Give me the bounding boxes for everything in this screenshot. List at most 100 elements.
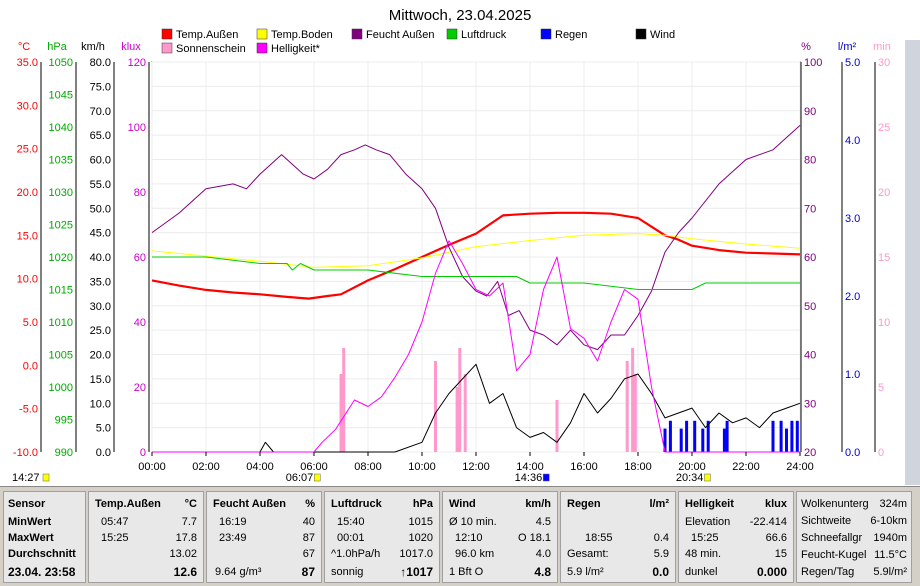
feucht-unit: % [305, 498, 315, 510]
axis-kmh-tick: 20.0 [90, 350, 111, 362]
time-mark-label: 20:34 [676, 472, 704, 484]
axis-celsius-tick: 10.0 [17, 274, 38, 286]
axis-kmh-tick: 75.0 [90, 81, 111, 93]
legend-label: Temp.Außen [176, 29, 238, 41]
col-regen: Regen l/m² 18:55 0.4 Gesamt: 5.9 5.9 l/m… [560, 491, 676, 583]
axis-min-tick: 10 [878, 317, 890, 329]
rain-bar [679, 428, 683, 452]
x-tick-label: 06:00 [300, 461, 328, 473]
temp-ground-line [151, 233, 801, 268]
axis-hpa-tick: 1010 [49, 317, 73, 329]
axis-min-tick: 25 [878, 122, 890, 134]
timestamp: 23.04. 23:58 [8, 565, 76, 579]
axis-hpa-tick: 1030 [49, 187, 73, 199]
wind-max-time: 12:10 [455, 532, 483, 544]
hell-state: dunkel [685, 566, 718, 578]
row-avg-label: Durchschnitt [8, 548, 76, 560]
temp-current: 12.6 [173, 565, 197, 579]
axis-min-tick: 5 [878, 382, 884, 394]
druck-header: Luftdruck [331, 498, 382, 510]
druck-trend: ^1.0hPa/h [331, 548, 381, 560]
axis-min-tick: 15 [878, 252, 890, 264]
wind-mean: 4.0 [535, 548, 551, 560]
wind-max: O 18.1 [517, 532, 551, 544]
druck-max-time: 00:01 [337, 532, 365, 544]
axis-celsius-tick: 20.0 [17, 187, 38, 199]
druck-min: 1015 [408, 516, 433, 528]
axis-hpa-tick: 1025 [49, 220, 73, 232]
wind-avg-label: Ø 10 min. [449, 516, 497, 528]
hell-sun-min: 48 min. [685, 548, 722, 560]
chart-title: Mittwoch, 23.04.2025 [389, 7, 532, 24]
feucht-absolute: 9.64 g/m³ [215, 566, 262, 578]
col-extra: Wolkenunterg 324m Sichtweite 6-10km Schn… [796, 491, 912, 583]
x-tick-label: 12:00 [462, 461, 490, 473]
axis-hpa-tick: 990 [55, 447, 73, 459]
x-tick-label: 00:00 [138, 461, 166, 473]
wind-header: Wind [449, 498, 476, 510]
x-tick-label: 08:00 [354, 461, 382, 473]
regen-unit: l/m² [649, 498, 669, 510]
col-hell: Helligkeit klux Elevation -22.414 15:25 … [678, 491, 794, 583]
axis-celsius-tick: 25.0 [17, 144, 38, 156]
legend-label: Temp.Boden [271, 29, 333, 41]
extra-value: 1940m [873, 532, 907, 544]
pressure-line [152, 256, 800, 290]
axis-kmh-tick: 5.0 [96, 423, 111, 435]
hell-avg: 15 [774, 548, 787, 560]
time-mark-icon [704, 473, 711, 482]
sunshine-bar [625, 361, 629, 452]
axis-hpa-tick: 995 [55, 415, 73, 427]
druck-current: ↑1017 [400, 565, 433, 579]
axis-percent-tick: 90 [804, 106, 816, 118]
brightness-line [152, 240, 800, 453]
x-tick-label: 20:00 [678, 461, 706, 473]
hell-current: 0.000 [756, 565, 787, 579]
axis-lm2-tick: 5.0 [845, 57, 860, 69]
axis-kmh-tick: 35.0 [90, 276, 111, 288]
hell-unit: klux [764, 498, 787, 510]
hell-max-time: 15:25 [691, 532, 719, 544]
axis-min-tick: 20 [878, 187, 890, 199]
axis-lm2-tick: 2.0 [845, 291, 860, 303]
axis-kmh-tick: 45.0 [90, 228, 111, 240]
legend-label: Wind [650, 29, 675, 41]
axis-hpa-tick: 1015 [49, 285, 73, 297]
sunshine-bar [633, 374, 637, 452]
axis-lm2-tick: 4.0 [845, 135, 860, 147]
axis-kmh-tick: 65.0 [90, 130, 111, 142]
temp-out-line [151, 211, 801, 300]
axis-kmh-tick: 10.0 [90, 398, 111, 410]
rain-bar [771, 420, 775, 452]
wind-unit: km/h [525, 498, 551, 510]
sunshine-bar [463, 374, 467, 452]
wind-avg: 4.5 [535, 516, 551, 528]
axis-celsius-tick: 30.0 [17, 100, 38, 112]
axis-celsius-tick: 5.0 [23, 317, 38, 329]
axis-celsius-tick: -10.0 [13, 447, 38, 459]
regen-max: 0.4 [653, 532, 669, 544]
sunshine-bar [555, 400, 559, 452]
axis-lm2-tick: 1.0 [845, 369, 860, 381]
druck-min-time: 15:40 [337, 516, 365, 528]
x-tick-label: 02:00 [192, 461, 220, 473]
axis-lm2-tick: 3.0 [845, 213, 860, 225]
legend: Temp.Außen Temp.Boden Feucht Außen Luftdruc… [161, 28, 675, 55]
rain-bar [685, 420, 689, 452]
axis-min-unit: min [873, 41, 891, 53]
regen-day: 5.9 l/m² [567, 566, 604, 578]
axis-celsius-tick: 0.0 [23, 360, 38, 372]
sunshine-bar [455, 387, 459, 452]
x-tick-label: 24:00 [786, 461, 814, 473]
regen-current: 0.0 [652, 565, 669, 579]
axis-klux-tick: 20 [134, 382, 146, 394]
stats-table: Sensor MinWert MaxWert Durchschnitt 23.0… [0, 486, 920, 586]
druck-forecast: sonnig [331, 566, 364, 578]
series-layer [151, 125, 801, 453]
axis-kmh-tick: 30.0 [90, 301, 111, 313]
time-mark-label: 14:27 [12, 472, 40, 484]
x-axis: 00:00 02:00 04:00 06:00 08:00 10:00 12:00 14:00… [138, 452, 814, 473]
axis-lm2-tick: 0.0 [845, 447, 860, 459]
druck-max: 1020 [408, 532, 433, 544]
axis-kmh-tick: 0.0 [96, 447, 111, 459]
